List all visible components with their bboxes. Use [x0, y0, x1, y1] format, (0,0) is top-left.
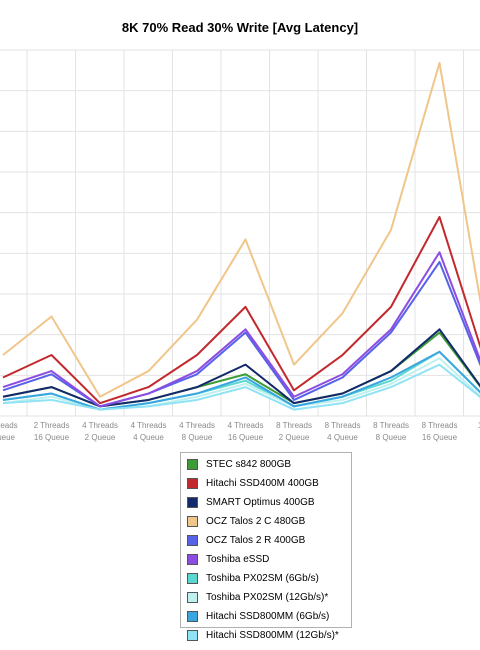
- series-line: [2, 251, 480, 408]
- x-tick-label: 2 Queue: [279, 433, 310, 442]
- legend-swatch: [187, 497, 198, 508]
- legend-item[interactable]: OCZ Talos 2 C 480GB: [181, 512, 351, 531]
- legend-label: Toshiba PX02SM (6Gb/s): [206, 573, 319, 584]
- x-tick-label: 4 Threads: [228, 421, 264, 430]
- legend-swatch: [187, 611, 198, 622]
- series-line: [2, 363, 480, 411]
- legend-item[interactable]: Toshiba PX02SM (12Gb/s)*: [181, 588, 351, 607]
- x-tick-label: 8 Queue: [376, 433, 407, 442]
- legend-label: Hitachi SSD800MM (12Gb/s)*: [206, 630, 339, 641]
- legend-swatch: [187, 592, 198, 603]
- series-line: [2, 61, 480, 398]
- legend-label: Toshiba PX02SM (12Gb/s)*: [206, 592, 329, 603]
- series-line: [2, 328, 480, 408]
- legend-item[interactable]: Toshiba PX02SM (6Gb/s): [181, 569, 351, 588]
- series-line: [2, 215, 480, 405]
- x-tick-label: 2 Queue: [85, 433, 116, 442]
- x-tick-label: 16 Queue: [34, 433, 70, 442]
- legend-swatch: [187, 478, 198, 489]
- legend-label: Toshiba eSSD: [206, 554, 270, 565]
- x-tick-label: 2 Threads: [34, 421, 70, 430]
- legend-label: STEC s842 800GB: [206, 459, 292, 470]
- legend-item[interactable]: Toshiba eSSD: [181, 550, 351, 569]
- legend-swatch: [187, 459, 198, 470]
- series-line: [2, 350, 480, 411]
- x-tick-label: 16 Th: [478, 421, 480, 430]
- x-tick-label: Queue: [0, 433, 16, 442]
- x-tick-label: Threads: [0, 421, 18, 430]
- legend-item[interactable]: STEC s842 800GB: [181, 455, 351, 474]
- x-tick-label: 4 Threads: [179, 421, 215, 430]
- x-tick-label: 8 Threads: [276, 421, 312, 430]
- legend-item[interactable]: Hitachi SSD800MM (12Gb/s)*: [181, 626, 351, 645]
- x-tick-label: 4 Threads: [131, 421, 167, 430]
- x-tick-label: 8 Threads: [325, 421, 361, 430]
- legend-label: Hitachi SSD400M 400GB: [206, 478, 319, 489]
- grid: [0, 49, 480, 417]
- series-lines: [2, 61, 480, 411]
- legend-label: OCZ Talos 2 C 480GB: [206, 516, 306, 527]
- legend: STEC s842 800GB Hitachi SSD400M 400GB SMAR…: [180, 452, 352, 641]
- legend-label: Hitachi SSD800MM (6Gb/s): [206, 611, 330, 622]
- legend-swatch: [187, 535, 198, 546]
- legend-swatch: [187, 573, 198, 584]
- legend-swatch: [187, 554, 198, 565]
- legend-label: OCZ Talos 2 R 400GB: [206, 535, 306, 546]
- x-tick-label: 4 Threads: [82, 421, 118, 430]
- x-tick-label: 8 Threads: [373, 421, 409, 430]
- line-chart: Threads Queue 2 Threads 16 Queue 4 Threads 2 …: [0, 49, 480, 442]
- legend-swatch: [187, 516, 198, 527]
- legend-item[interactable]: Hitachi SSD400M 400GB: [181, 474, 351, 493]
- x-tick-label: 8 Threads: [422, 421, 458, 430]
- legend-item[interactable]: Hitachi SSD800MM (6Gb/s): [181, 607, 351, 626]
- x-tick-label: 4 Queue: [327, 433, 358, 442]
- legend-swatch: [187, 630, 198, 641]
- legend-label: SMART Optimus 400GB: [206, 497, 315, 508]
- legend-item[interactable]: SMART Optimus 400GB: [181, 493, 351, 512]
- x-tick-label: 8 Queue: [182, 433, 213, 442]
- x-tick-label: 4 Queue: [133, 433, 164, 442]
- chart-title: 8K 70% Read 30% Write [Avg Latency]: [121, 20, 359, 35]
- x-tick-label: 16 Queue: [422, 433, 458, 442]
- x-tick-label: 16 Queue: [228, 433, 264, 442]
- x-tick-labels: Threads Queue 2 Threads 16 Queue 4 Threads 2 …: [0, 421, 480, 442]
- legend-item[interactable]: OCZ Talos 2 R 400GB: [181, 531, 351, 550]
